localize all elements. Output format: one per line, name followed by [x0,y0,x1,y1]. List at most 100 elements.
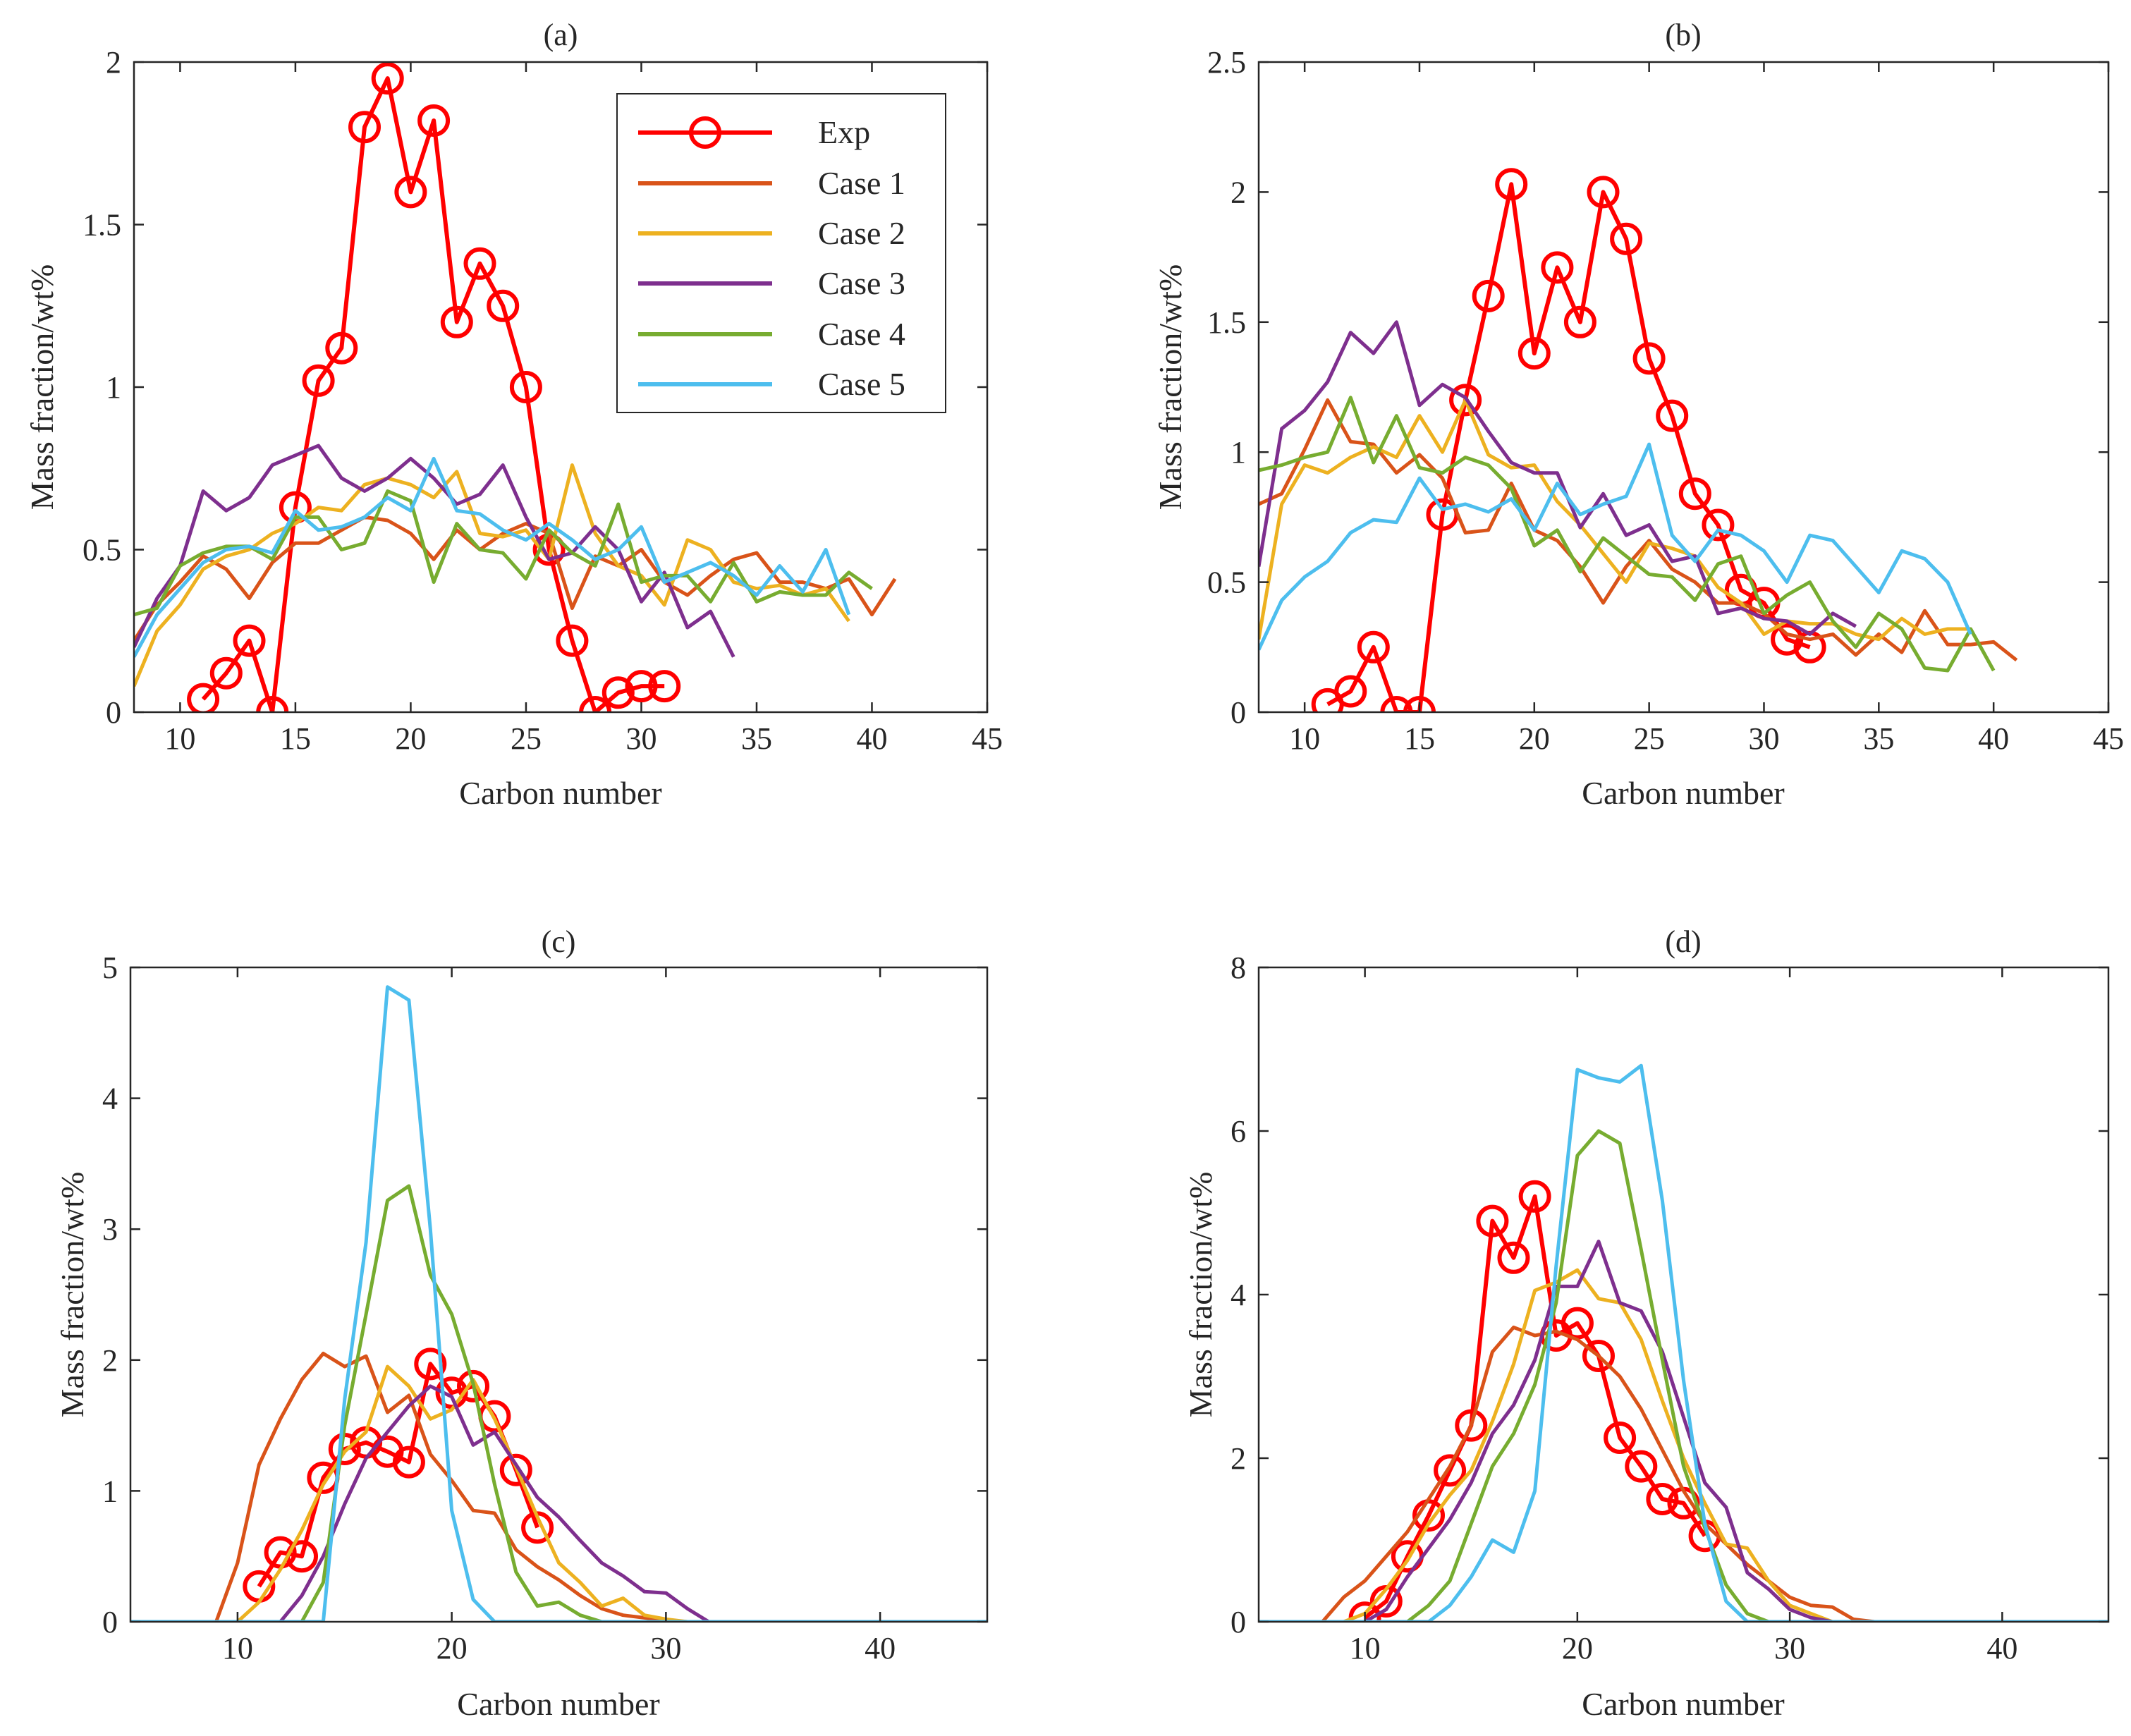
series-line-case-5 [134,456,851,658]
y-tick-label: 8 [1231,950,1246,985]
x-tick-label: 30 [650,1631,681,1665]
y-tick-label: 2 [102,1343,118,1378]
x-tick-label: 10 [1289,721,1320,756]
x-tick-label: 35 [1863,721,1894,756]
y-tick-label: 4 [1231,1278,1246,1312]
legend-entry-case-2: Case 2 [638,215,905,251]
y-tick-label: 0.5 [1207,566,1246,600]
series-line-case-3 [130,1384,987,1622]
x-tick-label: 20 [1519,721,1550,756]
x-tick-label: 30 [1774,1631,1805,1665]
data-point-exp [394,176,427,209]
series-line-exp [201,76,665,712]
legend-entry-exp: Exp [638,114,870,150]
data-point-exp [556,624,589,657]
legend-label: Exp [818,114,870,150]
x-tick-label: 10 [222,1631,253,1665]
legend-label: Case 1 [818,165,905,201]
data-point-exp [1434,1454,1467,1487]
legend-marker [689,116,721,149]
y-axis-label: Mass fraction/wt% [54,1172,90,1418]
panel-title: (a) [544,18,578,52]
data-point-exp [579,696,612,712]
data-point-exp [1656,399,1689,432]
y-tick-label: 1 [102,1474,118,1508]
plot-area [130,985,987,1622]
x-tick-label: 25 [1634,721,1665,756]
panel-b: (b) Carbon number Mass fraction/wt% 10 15… [1152,18,2124,811]
data-point-exp [1472,279,1505,312]
x-tick-label: 10 [1350,1631,1381,1665]
legend-label: Case 5 [818,366,905,402]
data-point-exp [463,247,496,280]
data-point-exp [1541,251,1574,284]
panel-title: (c) [542,924,576,959]
panel-d: (d) Carbon number Mass fraction/wt% 10 20… [1183,924,2110,1722]
legend-entry-case-3: Case 3 [638,265,905,301]
plot-area [134,62,897,712]
data-point-exp [1563,305,1596,338]
x-tick-label: 45 [2093,721,2124,756]
plot-area [1259,1063,2108,1622]
y-tick-label: 2 [1231,175,1246,209]
series-line-exp [1326,182,1811,712]
y-tick-label: 3 [102,1212,118,1247]
data-point-exp [187,683,220,712]
y-tick-label: 0 [106,695,121,730]
data-point-exp [602,676,635,709]
data-point-exp [392,1445,425,1479]
x-tick-label: 30 [625,721,657,756]
series-line-case-2 [1259,1268,2108,1622]
data-point-exp [1632,342,1666,375]
data-point-exp [1587,176,1620,209]
x-tick-label: 40 [856,721,887,756]
y-tick-label: 0 [1231,1605,1246,1639]
y-axis-label: Mass fraction/wt% [1152,264,1188,511]
data-point-exp [417,104,451,137]
data-point-exp [1403,696,1436,712]
legend-label: Case 4 [818,316,905,352]
data-point-exp [1771,623,1804,656]
series-line-case-5 [1259,1063,2108,1622]
x-axis-label: Carbon number [1582,775,1784,811]
data-point-exp [1678,477,1711,511]
series-line-case-5 [130,985,987,1622]
x-tick-label: 30 [1748,721,1779,756]
x-tick-label: 40 [1978,721,2009,756]
series-line-case-1 [1259,1325,2108,1622]
panel-c: (c) Carbon number Mass fraction/wt% 10 20… [54,924,989,1722]
series-line-case-2 [1259,398,1971,642]
y-tick-label: 2.5 [1207,45,1246,80]
data-point-exp [509,371,542,403]
data-point-exp [457,1369,489,1402]
data-point-exp [302,364,335,397]
data-point-exp [1449,384,1482,417]
data-point-exp [371,62,404,95]
data-point-exp [1702,508,1735,542]
x-tick-label: 20 [436,1631,468,1665]
legend-label: Case 2 [818,215,905,251]
legend-label: Case 3 [818,265,905,301]
data-point-exp [1518,1180,1551,1213]
data-point-exp [1380,696,1413,712]
data-point-exp [499,1453,532,1486]
data-point-exp [1518,337,1551,370]
series-line-case-4 [1259,396,1996,673]
data-point-exp [325,331,358,365]
data-point-exp [1625,1450,1658,1483]
legend: Exp Case 1 Case 2 Case 3 Case 4 Case 5 [616,93,946,413]
x-tick-label: 40 [865,1631,896,1665]
series-line-case-5 [1259,442,1972,651]
x-axis-label: Carbon number [457,1686,659,1722]
x-tick-label: 35 [741,721,772,756]
data-point-exp [256,696,289,712]
data-point-exp [1357,630,1390,664]
data-point-exp [487,289,520,322]
panel-title: (d) [1665,924,1701,959]
y-axis-label: Mass fraction/wt% [1183,1172,1219,1418]
series-line-case-1 [130,1352,987,1622]
series-line-case-1 [134,515,897,642]
x-tick-label: 15 [1404,721,1435,756]
